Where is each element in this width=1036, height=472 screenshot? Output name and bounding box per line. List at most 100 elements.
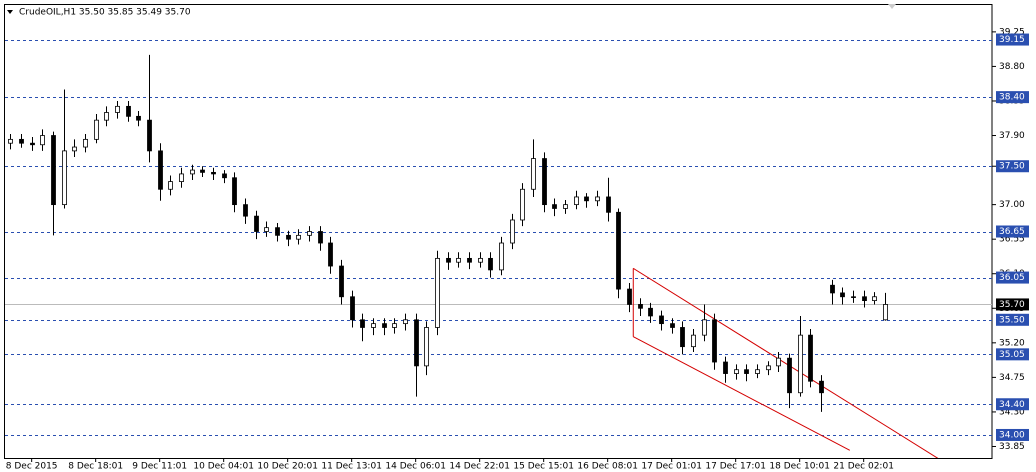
candle-body <box>19 138 24 144</box>
candle-body <box>232 177 237 206</box>
candle-body <box>115 105 120 113</box>
x-tick-label: 17 Dec 01:01 <box>641 462 702 472</box>
candle-body <box>328 242 333 267</box>
candle-body <box>350 296 355 321</box>
candle-body <box>520 188 525 221</box>
candle-body <box>275 227 280 236</box>
candle-body <box>787 357 792 394</box>
level-label: 34.00 <box>999 430 1025 440</box>
level-label-box <box>996 160 1029 173</box>
x-tick-label: 16 Dec 08:01 <box>577 462 638 472</box>
level-label-box <box>996 398 1029 411</box>
level-label: 35.05 <box>999 350 1025 360</box>
y-tick-label: 34.75 <box>999 373 1025 383</box>
level-label-box <box>996 428 1029 441</box>
candle-body <box>616 211 621 290</box>
y-tick-label: 37.90 <box>999 131 1025 141</box>
level-label: 35.50 <box>999 315 1025 325</box>
level-label: 36.65 <box>999 227 1025 237</box>
candle-body <box>851 296 856 298</box>
candle-body <box>776 357 781 367</box>
candle-body <box>264 227 269 232</box>
candle-body <box>883 304 888 321</box>
candle-body <box>659 315 664 325</box>
candle-body <box>766 365 771 371</box>
candle-body <box>510 219 515 244</box>
candle-body <box>446 257 451 263</box>
candle-body <box>190 169 195 175</box>
x-tick-label: 14 Dec 06:01 <box>385 462 446 472</box>
plot-area <box>5 40 992 458</box>
chart-title: CrudeOIL,H1 35.50 35.85 35.49 35.70 <box>19 8 191 18</box>
last-price-label: 35.70 <box>999 300 1025 310</box>
candle-body <box>254 215 259 232</box>
candle-body <box>808 334 813 382</box>
x-tick-label: 8 Dec 2015 <box>6 462 58 472</box>
candle-body <box>840 292 845 298</box>
x-tick-label: 15 Dec 15:01 <box>513 462 574 472</box>
candle-body <box>136 115 141 121</box>
candle-body <box>307 231 312 236</box>
candle-body <box>627 288 632 305</box>
candle-body <box>126 105 131 117</box>
candle-body <box>478 257 483 263</box>
x-tick-label: 8 Dec 18:01 <box>68 462 123 472</box>
candle-body <box>595 196 600 202</box>
level-label: 38.40 <box>999 93 1025 103</box>
x-tick-label: 17 Dec 17:01 <box>705 462 766 472</box>
level-label: 37.50 <box>999 162 1025 172</box>
level-label-box <box>996 348 1029 361</box>
candle-body <box>414 319 419 367</box>
candle-body <box>563 204 568 209</box>
candle-body <box>94 119 99 140</box>
candle-body <box>222 173 227 179</box>
candle-body <box>62 150 67 206</box>
plot-frame <box>4 4 993 459</box>
candle-body <box>606 196 611 213</box>
candle-body <box>638 304 643 309</box>
candle-body <box>179 173 184 182</box>
y-tick-label: 35.20 <box>999 338 1025 348</box>
candle-body <box>670 323 675 328</box>
candle-body <box>403 319 408 325</box>
candle-body <box>318 231 323 244</box>
candle-body <box>30 142 35 146</box>
candle-body <box>702 319 707 336</box>
candle-body <box>168 181 173 190</box>
candle-body <box>723 361 728 374</box>
candle-body <box>104 112 109 121</box>
x-tick-label: 9 Dec 11:01 <box>132 462 187 472</box>
y-tick-label: 33.85 <box>999 442 1025 452</box>
menu-arrow <box>7 10 13 14</box>
y-tick-label: 39.25 <box>999 27 1025 37</box>
candle-body <box>819 380 824 394</box>
candle-body <box>755 369 760 374</box>
candle-body <box>691 334 696 348</box>
candle-body <box>862 296 867 302</box>
candle-body <box>584 196 589 202</box>
candle-body <box>574 196 579 206</box>
candle-body <box>339 265 344 298</box>
last-price-box <box>996 298 1029 311</box>
candle-body <box>286 234 291 240</box>
candle-body <box>712 319 717 363</box>
candle-body <box>680 327 685 348</box>
x-tick-label: 11 Dec 13:01 <box>321 462 382 472</box>
candle-body <box>200 169 205 173</box>
level-label-box <box>996 225 1029 238</box>
candle-body <box>424 327 429 367</box>
y-tick-label: 36.55 <box>999 235 1025 245</box>
candle-body <box>798 334 803 394</box>
candle-body <box>542 158 547 206</box>
candle-body <box>40 135 45 146</box>
x-tick-label: 21 Dec 02:01 <box>833 462 894 472</box>
candle-body <box>552 204 557 209</box>
candle-body <box>147 119 152 152</box>
candle-body <box>648 307 653 317</box>
x-tick-label: 18 Dec 10:01 <box>769 462 830 472</box>
candle-body <box>488 257 493 271</box>
candle-body <box>382 323 387 328</box>
candle-body <box>83 138 88 148</box>
candle-body <box>371 323 376 328</box>
level-label: 36.05 <box>999 273 1025 283</box>
